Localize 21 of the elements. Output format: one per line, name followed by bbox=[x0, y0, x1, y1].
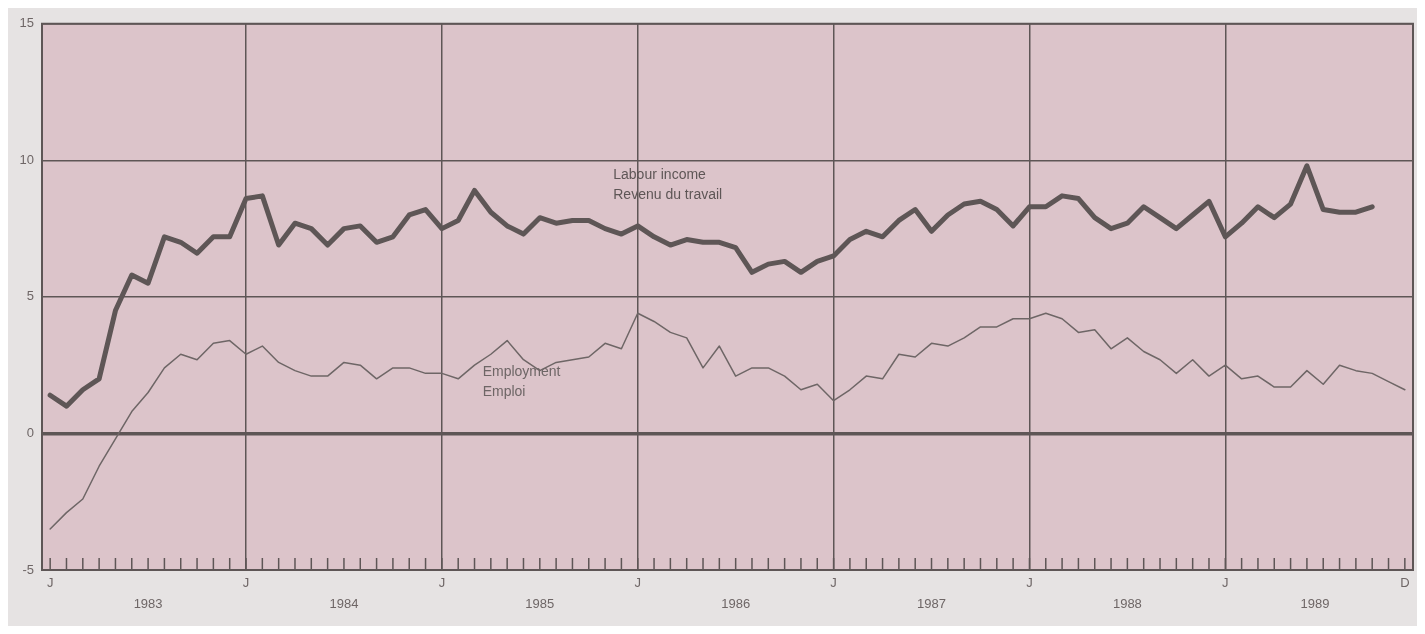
x-tick-label: J bbox=[1222, 575, 1229, 591]
x-tick-label: J bbox=[830, 575, 837, 591]
x-tick-label: J bbox=[634, 575, 641, 591]
x-tick-label: D bbox=[1400, 575, 1410, 591]
text: 1985 bbox=[525, 596, 555, 612]
text: 1988 bbox=[1112, 596, 1142, 612]
text: 1984 bbox=[329, 596, 359, 612]
x-tick-label: J bbox=[1026, 575, 1033, 591]
x-tick-label: J bbox=[46, 575, 54, 591]
text: 1986 bbox=[721, 596, 751, 612]
y-tick-label: -5 bbox=[22, 561, 34, 577]
text: 1989 bbox=[1300, 596, 1330, 612]
text: 1983 bbox=[133, 596, 163, 612]
y-tick-label: 0 bbox=[26, 425, 34, 441]
x-tick-label: J bbox=[242, 575, 250, 591]
text: 1987 bbox=[917, 596, 946, 612]
x-tick-label: J bbox=[438, 575, 446, 591]
series-label: Employment Emploi bbox=[482, 363, 561, 400]
y-tick-label: 15 bbox=[19, 15, 34, 31]
y-tick-label: 5 bbox=[26, 288, 34, 304]
y-tick-label: 10 bbox=[19, 151, 34, 167]
